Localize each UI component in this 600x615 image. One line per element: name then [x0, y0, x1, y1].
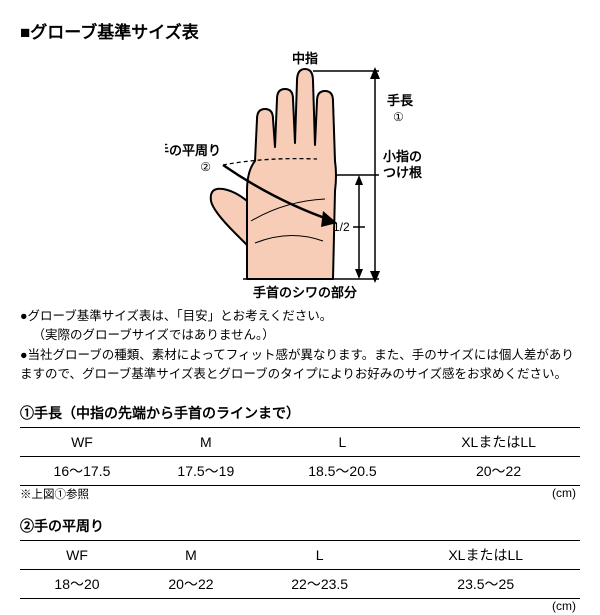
table2-footer: (cm) — [20, 599, 580, 615]
table2-v0: 18～20 — [20, 569, 134, 598]
table2-v1: 20～22 — [134, 569, 248, 598]
table1-v0: 16～17.5 — [20, 456, 144, 485]
table2-h0: WF — [20, 540, 134, 569]
table1-h1: M — [144, 427, 268, 456]
note-1-sub: （実際のグローブサイズではありません。） — [20, 326, 580, 345]
table1-h0: WF — [20, 427, 144, 456]
hand-path — [211, 69, 336, 279]
table2-h1: M — [134, 540, 248, 569]
label-half: 1/2 — [333, 220, 350, 234]
note-1: ●グローブ基準サイズ表は、「目安」とお考えください。 — [20, 307, 580, 326]
table-row: WF M L XLまたはLL — [20, 427, 580, 456]
table2-unit: (cm) — [552, 599, 576, 613]
table1-unit: (cm) — [552, 486, 576, 500]
table1-v3: 20～22 — [417, 456, 580, 485]
table1-v1: 17.5～19 — [144, 456, 268, 485]
table1-h3: XLまたはLL — [417, 427, 580, 456]
table1-v2: 18.5～20.5 — [268, 456, 417, 485]
table2-h3: XLまたはLL — [391, 540, 580, 569]
label-hand-length-num: ① — [393, 110, 404, 124]
label-wrist: 手首のシワの部分 — [253, 285, 357, 300]
table2-heading: ②手の平周り — [20, 516, 580, 536]
table1-h2: L — [268, 427, 417, 456]
table-row: 16～17.5 17.5～19 18.5～20.5 20～22 — [20, 456, 580, 485]
table2: WF M L XLまたはLL 18～20 20～22 22～23.5 23.5～… — [20, 540, 580, 599]
table1-heading: ①手長（中指の先端から手首のラインまで） — [20, 403, 580, 423]
notes-block: ●グローブ基準サイズ表は、「目安」とお考えください。 （実際のグローブサイズでは… — [20, 307, 580, 385]
label-palm-circ: 手の平周り — [165, 143, 221, 158]
label-pinky-l1: 小指の — [383, 149, 422, 164]
table-row: WF M L XLまたはLL — [20, 540, 580, 569]
label-palm-circ-num: ② — [200, 160, 211, 174]
table2-h2: L — [248, 540, 391, 569]
hand-diagram: 中指 手長 ① 手の平周り ② 小指の つけ根 1/2 手首のシワの部分 — [20, 51, 580, 301]
table1: WF M L XLまたはLL 16～17.5 17.5～19 18.5～20.5… — [20, 427, 580, 486]
table2-v2: 22～23.5 — [248, 569, 391, 598]
label-middle-finger: 中指 — [292, 51, 318, 66]
table1-footer: ※上図①参照 (cm) — [20, 486, 580, 502]
label-hand-length: 手長 — [387, 93, 414, 108]
table1-footnote: ※上図①参照 — [20, 486, 89, 502]
table2-v3: 23.5～25 — [391, 569, 580, 598]
page-title: ■グローブ基準サイズ表 — [20, 18, 580, 43]
table-row: 18～20 20～22 22～23.5 23.5～25 — [20, 569, 580, 598]
label-pinky-l2: つけ根 — [383, 165, 423, 180]
note-2: ●当社グローブの種類、素材によってフィット感が異なります。また、手のサイズには個… — [20, 346, 580, 385]
